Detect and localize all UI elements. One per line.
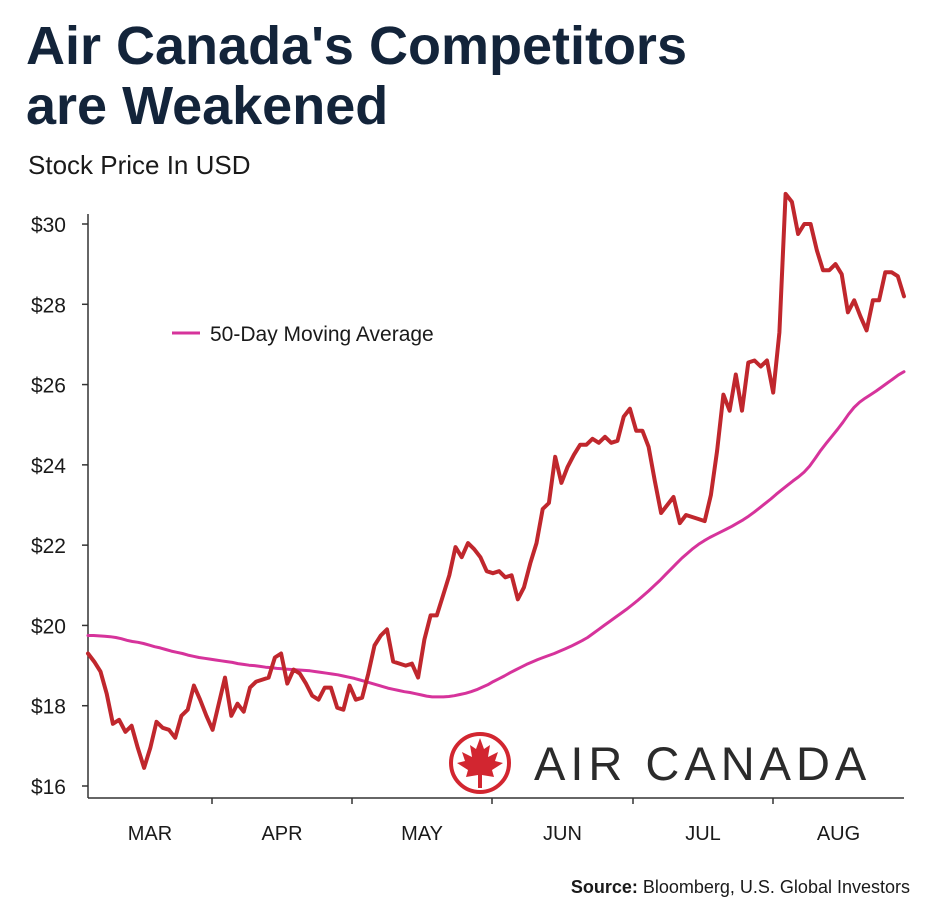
y-tick-label: $28 — [31, 294, 66, 317]
legend: 50-Day Moving Average — [172, 323, 434, 346]
y-tick-label: $30 — [31, 214, 66, 237]
source-text: Bloomberg, U.S. Global Investors — [638, 877, 910, 897]
x-tick-label: MAR — [128, 823, 172, 845]
logo-text: AIR CANADA — [534, 737, 871, 790]
x-tick-label: MAY — [401, 823, 443, 845]
chart-title-line2: are Weakened — [26, 76, 388, 136]
y-tick-label: $26 — [31, 375, 66, 398]
x-tick-labels: MAR APR MAY JUN JUL AUG — [128, 798, 860, 845]
y-tick-label: $20 — [31, 615, 66, 638]
source-label: Source: — [571, 877, 638, 897]
x-tick-label: AUG — [817, 823, 860, 845]
series-lines — [86, 191, 906, 770]
x-tick-label: JUL — [685, 823, 721, 845]
source-note: Source: Bloomberg, U.S. Global Investors — [571, 877, 910, 897]
x-tick-label: JUN — [543, 823, 582, 845]
air-canada-logo: AIR CANADA — [449, 732, 871, 794]
legend-label-ma: 50-Day Moving Average — [210, 323, 434, 346]
y-tick-label: $24 — [31, 455, 66, 478]
chart-subtitle: Stock Price In USD — [28, 150, 251, 180]
axes — [87, 214, 904, 799]
maple-leaf-icon — [449, 732, 511, 794]
y-tick-labels: $16 $18 $20 $22 $24 $26 $28 $30 — [31, 214, 88, 799]
chart-title-line1: Air Canada's Competitors — [26, 16, 687, 76]
x-tick-label: APR — [261, 823, 302, 845]
y-tick-label: $18 — [31, 696, 66, 719]
y-tick-label: $22 — [31, 535, 66, 558]
y-tick-label: $16 — [31, 776, 66, 799]
series-line-price — [86, 191, 906, 770]
series-line-ma — [86, 370, 906, 699]
